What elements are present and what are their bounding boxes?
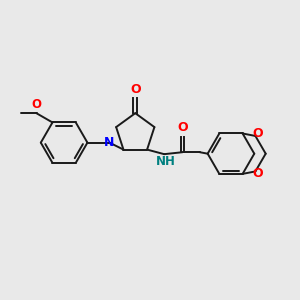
Text: O: O [252,128,263,140]
Text: O: O [252,167,263,180]
Text: NH: NH [155,154,175,167]
Text: O: O [177,121,188,134]
Text: O: O [32,98,41,111]
Text: N: N [104,136,115,149]
Text: O: O [130,83,141,96]
